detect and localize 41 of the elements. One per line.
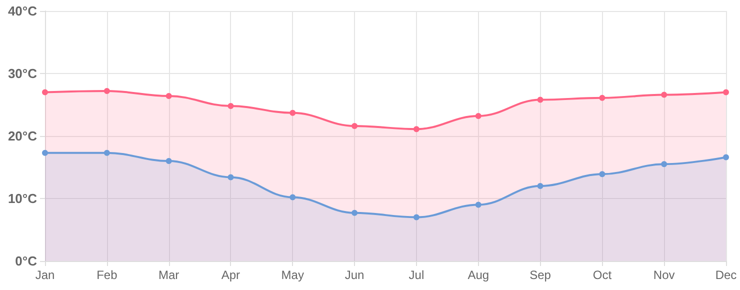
point — [661, 161, 668, 168]
point — [413, 214, 420, 220]
point — [475, 202, 482, 208]
x-tick-label: Mar — [158, 268, 180, 282]
x-tick-label: Jan — [35, 268, 55, 282]
point — [166, 93, 172, 99]
point — [104, 88, 110, 94]
point — [290, 110, 296, 116]
point — [723, 89, 729, 96]
point — [599, 94, 606, 101]
x-tick-label: Dec — [715, 268, 737, 282]
point — [661, 92, 668, 98]
point — [42, 89, 48, 96]
x-tick-label: Oct — [592, 268, 612, 282]
y-tick-label: 0°C — [15, 254, 38, 268]
x-tick-label: Aug — [468, 268, 490, 282]
y-tick-label: 30°C — [8, 66, 38, 81]
point — [352, 123, 358, 129]
x-tick-label: Nov — [653, 268, 675, 282]
point — [166, 158, 172, 164]
x-tick-label: Jul — [408, 268, 424, 282]
x-tick-label: Sep — [530, 268, 552, 282]
x-tick-label: Feb — [96, 268, 118, 282]
point — [352, 210, 358, 216]
y-tick-label: 40°C — [8, 4, 38, 18]
point — [42, 150, 48, 156]
point — [228, 174, 234, 180]
point — [228, 103, 234, 109]
point — [104, 150, 110, 156]
point — [290, 194, 296, 200]
point — [599, 171, 606, 178]
x-tick-label: Apr — [221, 268, 240, 282]
point — [413, 126, 420, 132]
point — [537, 183, 544, 189]
point — [537, 96, 544, 103]
y-tick-label: 10°C — [8, 191, 38, 206]
y-tick-label: 20°C — [8, 128, 38, 144]
point — [723, 154, 729, 160]
x-tick-label: May — [281, 268, 304, 282]
point — [475, 113, 482, 119]
x-tick-label: Jun — [344, 268, 364, 282]
